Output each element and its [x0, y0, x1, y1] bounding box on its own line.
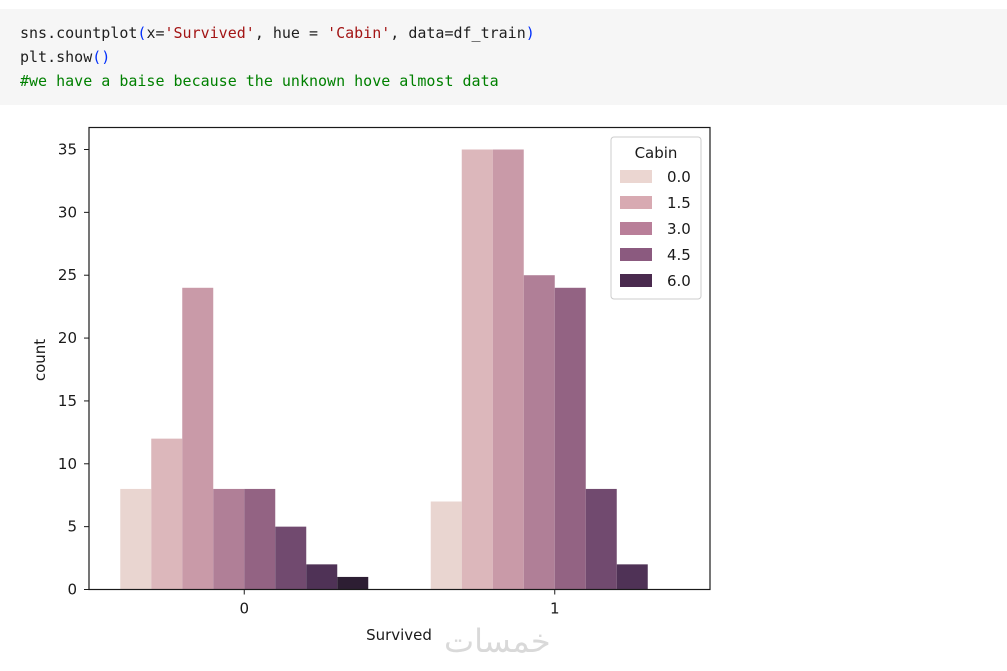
bar-0-5	[275, 526, 307, 590]
axes-frame	[88, 126, 711, 591]
code-token: (	[137, 24, 147, 42]
code-token: 'Cabin'	[327, 24, 391, 42]
code-token: ()	[92, 48, 111, 66]
bar-1-0	[430, 501, 462, 590]
legend-label: 4.5	[667, 246, 691, 264]
bar-0-7	[337, 576, 369, 590]
legend-title: Cabin	[635, 144, 678, 162]
code-token: )	[525, 24, 535, 42]
legend-swatch	[620, 170, 652, 183]
y-tick-label: 15	[58, 392, 77, 410]
y-tick-label: 0	[67, 581, 77, 599]
code-comment-line: #we have a baise because the unknown hov…	[20, 72, 499, 90]
x-tick-label: 1	[550, 600, 560, 618]
bar-0-0	[120, 488, 152, 590]
code-token: sns.countplot	[20, 24, 138, 42]
legend-label: 0.0	[667, 168, 691, 186]
bar-1-2	[492, 149, 524, 590]
bar-0-6	[306, 564, 338, 590]
code-token: 'Survived'	[164, 24, 255, 42]
y-axis-label: count	[31, 339, 49, 381]
bar-1-6	[616, 564, 648, 590]
code-token: plt.show	[20, 48, 93, 66]
code-token: , hue =	[254, 24, 328, 42]
y-tick-label: 10	[58, 455, 77, 473]
y-tick-label: 35	[58, 141, 77, 159]
watermark: خمسات	[444, 622, 551, 660]
legend-items: 0.0 1.5 3.0 4.5 6.0	[620, 168, 691, 290]
code-line-1: sns.countplot(x='Survived', hue = 'Cabin…	[20, 21, 1007, 45]
code-token: , data=df_train	[390, 24, 526, 42]
legend-label: 6.0	[667, 272, 691, 290]
y-tick-label: 30	[58, 203, 77, 221]
y-tick-label: 5	[67, 518, 77, 536]
bar-1-1	[461, 149, 493, 590]
bar-0-4	[244, 488, 276, 590]
bars-group	[120, 149, 648, 590]
y-ticks-group: 0 5 10 15 20 25 30 35	[58, 141, 89, 599]
legend-label: 1.5	[667, 194, 691, 212]
bar-1-3	[523, 275, 555, 590]
x-axis-label: Survived	[366, 626, 432, 644]
bar-0-2	[182, 287, 214, 590]
bar-0-1	[151, 438, 183, 590]
legend: Cabin 0.0 1.5 3.0 4.5 6.0	[610, 136, 702, 300]
bar-1-4	[554, 287, 586, 590]
bar-1-5	[585, 488, 617, 590]
y-tick-label: 25	[58, 266, 77, 284]
code-cell[interactable]: sns.countplot(x='Survived', hue = 'Cabin…	[0, 9, 1007, 105]
x-tick-label: 0	[239, 600, 249, 618]
bar-0-3	[213, 488, 245, 590]
legend-swatch	[620, 274, 652, 287]
legend-swatch	[620, 196, 652, 209]
code-token: x=	[146, 24, 165, 42]
legend-swatch	[620, 222, 652, 235]
code-line-2: plt.show()	[20, 45, 1007, 69]
y-tick-label: 20	[58, 329, 77, 347]
legend-label: 3.0	[667, 220, 691, 238]
legend-swatch	[620, 248, 652, 261]
